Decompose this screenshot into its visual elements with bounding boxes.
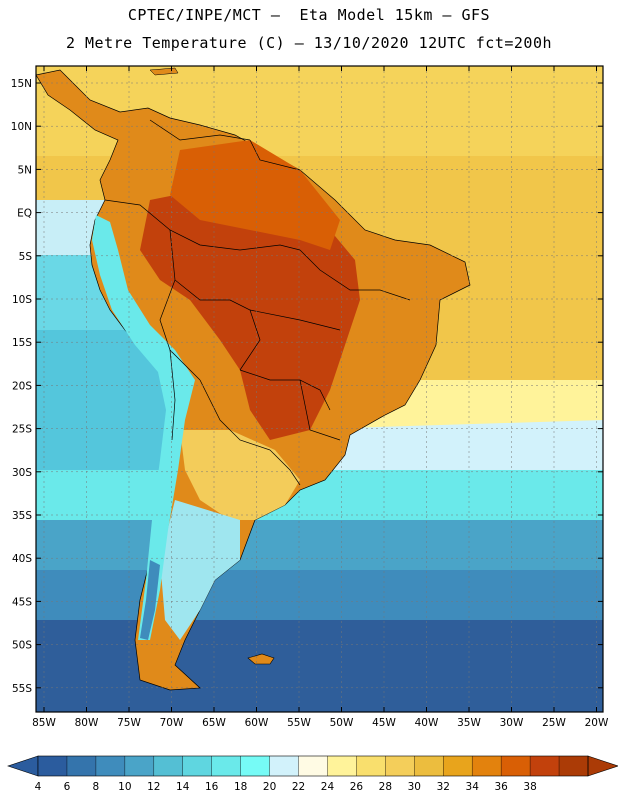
lon-label: 65W — [202, 717, 226, 729]
colorbar-swatch — [269, 756, 300, 776]
lat-label: 35S — [12, 510, 32, 522]
colorbar-tick-label: 8 — [93, 781, 100, 793]
colorbar-swatch — [443, 756, 473, 776]
colorbar-swatch — [153, 756, 184, 776]
lat-label: 5N — [17, 164, 32, 176]
colorbar-swatch — [501, 756, 531, 776]
colorbar-tick-label: 12 — [147, 781, 160, 793]
lon-label: 30W — [500, 717, 524, 729]
lat-label: 40S — [12, 553, 32, 565]
colorbar-max-arrow — [587, 755, 618, 777]
colorbar-swatch — [182, 756, 213, 776]
colorbar-swatch — [530, 756, 560, 776]
graticule — [36, 66, 603, 712]
lon-label: 35W — [457, 717, 481, 729]
lat-label: 10N — [11, 121, 32, 133]
colorbar-swatch — [240, 756, 271, 776]
falkland-islands — [247, 653, 275, 665]
colorbar-tick-label: 28 — [379, 781, 392, 793]
colorbar-swatch — [385, 756, 415, 776]
colorbar-frame — [37, 755, 589, 777]
lon-label: 85W — [32, 717, 56, 729]
ocean-band-6 — [36, 620, 603, 712]
lon-label: 75W — [117, 717, 141, 729]
country-borders — [104, 119, 411, 486]
cool-patagonia — [160, 500, 240, 640]
lat-label: EQ — [17, 208, 32, 220]
colorbar-swatch — [95, 756, 126, 776]
lon-label: 25W — [542, 717, 566, 729]
lat-label: 50S — [12, 640, 32, 652]
lat-label: 55S — [12, 683, 32, 695]
colorbar-tick-label: 36 — [494, 781, 508, 793]
lat-label: 30S — [12, 467, 32, 479]
lon-label: 70W — [160, 717, 184, 729]
map-title-line1: CPTEC/INPE/MCT – Eta Model 15km – GFS — [127, 6, 491, 24]
colorbar-swatch — [38, 756, 68, 776]
colorbar-tick-label: 4 — [35, 781, 42, 793]
colorbar-min-arrow — [7, 755, 39, 777]
lon-label: 55W — [287, 717, 311, 729]
mild-south — [180, 430, 300, 520]
colorbar: 4 6 8 10 12 14 16 18 20 22 24 26 28 30 32 34 36 38 — [7, 755, 618, 793]
hot-core — [140, 190, 360, 440]
map-area — [36, 66, 603, 712]
lat-label: 25S — [12, 424, 32, 436]
lat-label: 5S — [19, 251, 33, 263]
colorbar-tick-label: 22 — [292, 781, 305, 793]
andes-strip — [92, 215, 195, 640]
colorbar-tick-label: 14 — [176, 781, 190, 793]
hot-amazon — [170, 140, 340, 250]
colorbar-swatch — [472, 756, 502, 776]
colorbar-swatch — [66, 756, 97, 776]
andes-cold — [140, 560, 160, 640]
lat-label: 15N — [11, 78, 32, 90]
map-title-line2: 2 Metre Temperature (C) – 13/10/2020 12U… — [65, 34, 553, 52]
lon-label: 50W — [330, 717, 354, 729]
lat-label: 20S — [12, 380, 32, 392]
colorbar-tick-label: 32 — [437, 781, 450, 793]
colorbar-tick-label: 38 — [523, 781, 536, 793]
lon-label: 40W — [415, 717, 439, 729]
lon-label: 45W — [372, 717, 396, 729]
colorbar-tick-label: 10 — [118, 781, 131, 793]
colorbar-swatch — [124, 756, 155, 776]
lon-label: 60W — [245, 717, 269, 729]
colorbar-swatch — [298, 756, 328, 776]
colorbar-tick-label: 30 — [408, 781, 421, 793]
lon-label: 80W — [75, 717, 99, 729]
colorbar-tick-label: 16 — [205, 781, 219, 793]
lat-label: 10S — [12, 294, 32, 306]
colorbar-swatch — [559, 756, 589, 776]
colorbar-swatch — [356, 756, 386, 776]
colorbar-tick-label: 6 — [64, 781, 71, 793]
lon-label: 20W — [585, 717, 609, 729]
lat-label: 45S — [12, 596, 32, 608]
lat-label: 15S — [12, 337, 32, 349]
colorbar-swatch — [327, 756, 357, 776]
colorbar-tick-label: 18 — [234, 781, 247, 793]
colorbar-tick-label: 34 — [466, 781, 480, 793]
map-frame — [35, 65, 604, 713]
colorbar-tick-label: 24 — [321, 781, 335, 793]
axis-labels: 15N 10N 5N EQ 5S 10S 15S 20S 25S 30S 35S 40S 45S 50S 5… — [11, 78, 609, 729]
colorbar-tick-label: 26 — [350, 781, 364, 793]
colorbar-swatch — [211, 756, 242, 776]
colorbar-swatch — [414, 756, 444, 776]
colorbar-tick-label: 20 — [263, 781, 276, 793]
